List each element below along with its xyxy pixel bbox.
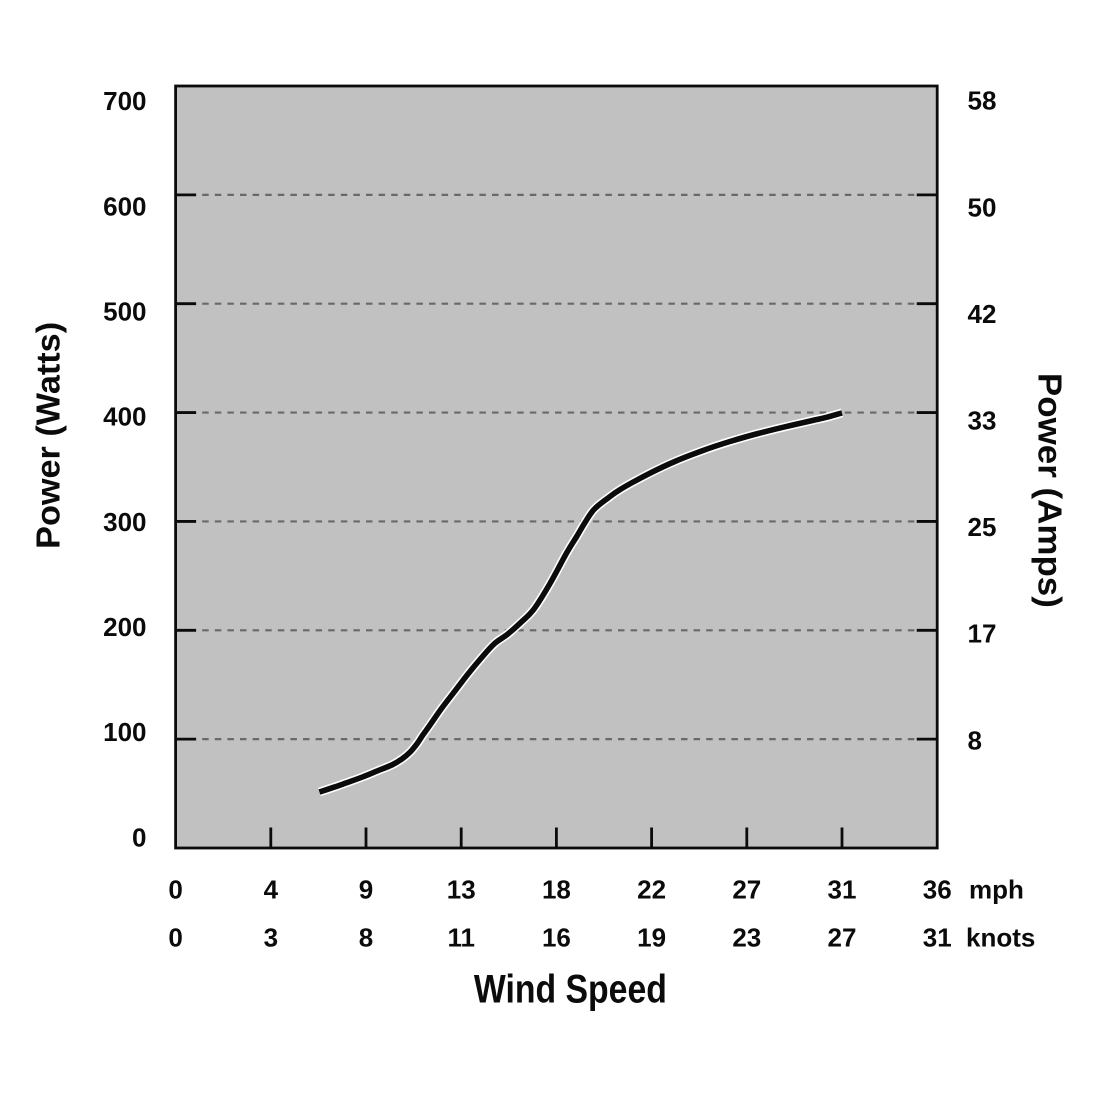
svg-text:8: 8 bbox=[359, 923, 373, 953]
svg-text:16: 16 bbox=[542, 923, 571, 953]
svg-text:mph: mph bbox=[969, 875, 1024, 905]
svg-text:8: 8 bbox=[968, 725, 982, 755]
svg-text:0: 0 bbox=[168, 875, 182, 905]
svg-text:11: 11 bbox=[447, 923, 475, 953]
svg-text:3: 3 bbox=[264, 923, 278, 953]
svg-text:200: 200 bbox=[103, 612, 146, 642]
svg-text:31: 31 bbox=[828, 875, 857, 905]
svg-text:500: 500 bbox=[103, 297, 146, 327]
svg-text:Power (Amps): Power (Amps) bbox=[1032, 373, 1069, 608]
svg-text:18: 18 bbox=[542, 875, 571, 905]
svg-text:17: 17 bbox=[968, 619, 997, 649]
svg-text:36: 36 bbox=[923, 875, 952, 905]
svg-text:33: 33 bbox=[968, 406, 997, 436]
svg-text:22: 22 bbox=[637, 875, 666, 905]
svg-text:25: 25 bbox=[968, 512, 997, 542]
svg-text:0: 0 bbox=[168, 923, 182, 953]
svg-text:600: 600 bbox=[103, 191, 146, 221]
svg-text:Wind Speed: Wind Speed bbox=[474, 967, 667, 1011]
svg-text:9: 9 bbox=[359, 875, 373, 905]
svg-text:27: 27 bbox=[828, 923, 857, 953]
svg-text:42: 42 bbox=[968, 299, 997, 329]
svg-text:700: 700 bbox=[103, 86, 146, 116]
svg-text:knots: knots bbox=[966, 923, 1035, 953]
svg-text:31: 31 bbox=[923, 923, 952, 953]
svg-text:400: 400 bbox=[103, 402, 146, 432]
svg-text:4: 4 bbox=[264, 875, 279, 905]
svg-text:19: 19 bbox=[637, 923, 666, 953]
svg-text:0: 0 bbox=[132, 822, 146, 852]
svg-text:300: 300 bbox=[103, 507, 146, 537]
svg-text:58: 58 bbox=[968, 86, 997, 116]
svg-text:27: 27 bbox=[732, 875, 761, 905]
svg-text:50: 50 bbox=[968, 192, 997, 222]
svg-text:13: 13 bbox=[447, 875, 476, 905]
svg-text:Power (Watts): Power (Watts) bbox=[29, 322, 66, 549]
svg-text:23: 23 bbox=[732, 923, 761, 953]
svg-text:100: 100 bbox=[103, 717, 146, 747]
